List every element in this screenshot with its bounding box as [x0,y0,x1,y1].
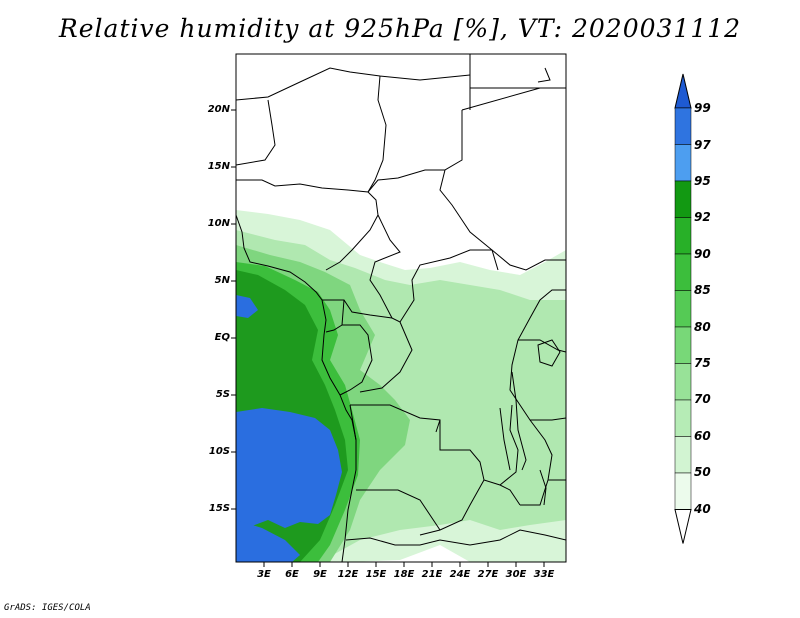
colorbar-label-60: 60 [694,429,711,443]
colorbar-segment [674,253,692,291]
colorbar-top-arrow [674,73,692,109]
humidity-region-very-humid [236,295,258,318]
y-ticks [231,109,236,510]
x-label-18e: 18E [393,569,415,580]
colorbar [674,73,692,544]
colorbar-segment [674,290,692,328]
humidity-region-very-humid [236,408,342,530]
colorbar-segment [674,217,692,255]
colorbar-bottom-arrow [674,509,692,544]
x-label-24e: 24E [449,569,471,580]
colorbar-label-99: 99 [694,101,711,115]
colorbar-label-95: 95 [694,174,711,188]
x-label-33e: 33E [533,569,555,580]
humidity-field [236,210,566,562]
x-label-3e: 3E [257,569,271,580]
x-label-15e: 15E [365,569,387,580]
x-label-6e: 6E [285,569,299,580]
x-label-12e: 12E [337,569,359,580]
colorbar-label-50: 50 [694,465,711,479]
colorbar-segment [674,144,692,182]
colorbar-label-70: 70 [694,392,711,406]
map-frame [235,53,567,563]
colorbar-label-85: 85 [694,283,711,297]
colorbar-label-97: 97 [694,138,711,152]
colorbar-label-90: 90 [694,247,711,261]
x-label-30e: 30E [505,569,527,580]
colorbar-segment [674,363,692,401]
y-label-5s: 5S [215,389,230,400]
y-label-eq: EQ [214,332,230,343]
humidity-region-very-humid [236,520,300,562]
colorbar-segment [674,399,692,437]
x-label-27e: 27E [477,569,499,580]
chart-title: Relative humidity at 925hPa [%], VT: 202… [58,14,742,43]
colorbar-segment [674,107,692,145]
x-label-9e: 9E [313,569,327,580]
colorbar-segment [674,436,692,474]
colorbar-label-40: 40 [694,502,711,516]
colorbar-label-75: 75 [694,356,711,370]
credit-text: GrADS: IGES/COLA [4,603,91,613]
colorbar-label-80: 80 [694,320,711,334]
colorbar-label-92: 92 [694,210,711,224]
colorbar-segment [674,326,692,364]
y-label-15s: 15S [208,503,230,514]
y-label-10n: 10N [207,218,230,229]
colorbar-segment [674,180,692,218]
y-label-5n: 5N [214,275,230,286]
colorbar-segment [674,472,692,510]
country-borders [236,54,566,562]
y-label-20n: 20N [207,104,230,115]
y-label-10s: 10S [208,446,230,457]
x-ticks [263,562,545,567]
y-label-15n: 15N [207,161,230,172]
x-label-21e: 21E [421,569,443,580]
